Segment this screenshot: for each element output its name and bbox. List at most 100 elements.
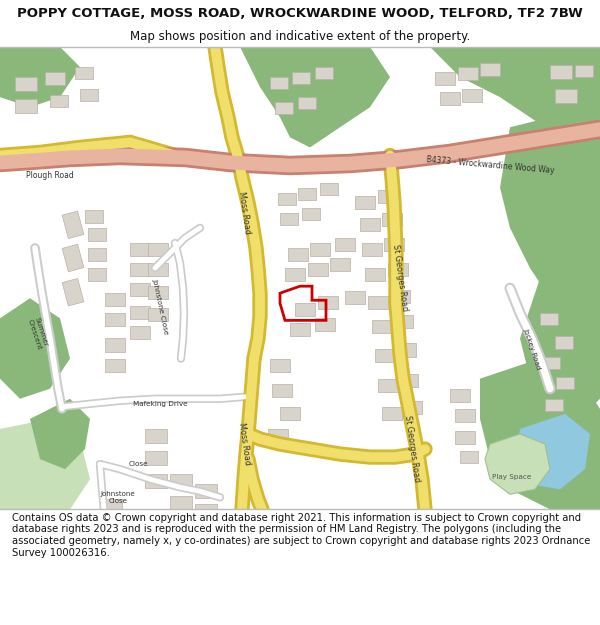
Polygon shape — [62, 279, 84, 306]
Polygon shape — [480, 63, 500, 76]
Polygon shape — [545, 399, 563, 411]
Polygon shape — [318, 296, 338, 309]
Polygon shape — [195, 484, 217, 498]
Text: Moss Road: Moss Road — [236, 191, 251, 234]
Polygon shape — [520, 248, 600, 419]
Polygon shape — [45, 72, 65, 85]
Polygon shape — [130, 326, 150, 339]
Text: Play Space: Play Space — [493, 474, 532, 480]
Text: Mafeking Drive: Mafeking Drive — [133, 401, 187, 407]
Text: Map shows position and indicative extent of the property.: Map shows position and indicative extent… — [130, 30, 470, 43]
Polygon shape — [278, 192, 296, 205]
Polygon shape — [290, 323, 310, 336]
Polygon shape — [170, 496, 192, 511]
Polygon shape — [390, 290, 410, 303]
Polygon shape — [540, 313, 558, 326]
Text: St Georges Road: St Georges Road — [403, 415, 421, 483]
Polygon shape — [15, 99, 37, 113]
Polygon shape — [375, 349, 395, 362]
Polygon shape — [378, 189, 398, 202]
Polygon shape — [105, 293, 125, 306]
Polygon shape — [75, 67, 93, 79]
Polygon shape — [130, 243, 150, 256]
Polygon shape — [384, 238, 404, 251]
Polygon shape — [100, 499, 122, 513]
Polygon shape — [382, 213, 402, 226]
Polygon shape — [298, 188, 316, 200]
Text: Plough Road: Plough Road — [26, 171, 74, 180]
Polygon shape — [295, 303, 315, 316]
Polygon shape — [335, 238, 355, 251]
Polygon shape — [542, 356, 560, 369]
Polygon shape — [362, 243, 382, 256]
Polygon shape — [550, 65, 572, 79]
Text: B4373 - Wrockwardine Wood Way: B4373 - Wrockwardine Wood Way — [425, 156, 554, 176]
Polygon shape — [310, 243, 330, 256]
Polygon shape — [195, 504, 217, 518]
Polygon shape — [378, 379, 398, 392]
Polygon shape — [308, 263, 328, 276]
Text: Contains OS data © Crown copyright and database right 2021. This information is : Contains OS data © Crown copyright and d… — [12, 513, 590, 558]
Polygon shape — [330, 258, 350, 271]
Polygon shape — [396, 344, 416, 356]
Text: Johnstone
Close: Johnstone Close — [101, 491, 136, 504]
Polygon shape — [288, 248, 308, 261]
Polygon shape — [30, 399, 90, 469]
Polygon shape — [455, 431, 475, 444]
Polygon shape — [130, 263, 150, 276]
Polygon shape — [315, 318, 335, 331]
Polygon shape — [515, 414, 590, 489]
Polygon shape — [460, 451, 478, 463]
Polygon shape — [268, 429, 288, 442]
Polygon shape — [88, 228, 106, 241]
Polygon shape — [355, 196, 375, 209]
Polygon shape — [145, 474, 167, 488]
Polygon shape — [85, 210, 103, 223]
Text: St Georges Road: St Georges Road — [391, 244, 409, 312]
Polygon shape — [500, 107, 600, 308]
Polygon shape — [148, 308, 168, 321]
Polygon shape — [148, 243, 168, 256]
Text: Moss Road: Moss Road — [236, 422, 251, 466]
Polygon shape — [0, 298, 70, 399]
Text: POPPY COTTAGE, MOSS ROAD, WROCKWARDINE WOOD, TELFORD, TF2 7BW: POPPY COTTAGE, MOSS ROAD, WROCKWARDINE W… — [17, 7, 583, 19]
Polygon shape — [0, 47, 80, 108]
Polygon shape — [105, 339, 125, 351]
Polygon shape — [240, 47, 390, 148]
Polygon shape — [485, 434, 550, 494]
Polygon shape — [105, 313, 125, 326]
Polygon shape — [302, 208, 320, 220]
Polygon shape — [275, 102, 293, 114]
Polygon shape — [292, 72, 310, 84]
Text: Jockey Road: Jockey Road — [523, 327, 542, 370]
Polygon shape — [575, 65, 593, 77]
Polygon shape — [435, 72, 455, 85]
Polygon shape — [320, 182, 338, 194]
Polygon shape — [88, 248, 106, 261]
Polygon shape — [105, 359, 125, 372]
Polygon shape — [458, 67, 478, 80]
Polygon shape — [555, 336, 573, 349]
Polygon shape — [170, 474, 192, 488]
Polygon shape — [430, 47, 600, 148]
Polygon shape — [62, 211, 84, 239]
Polygon shape — [285, 268, 305, 281]
Polygon shape — [345, 291, 365, 304]
Polygon shape — [145, 429, 167, 443]
Polygon shape — [556, 377, 574, 389]
Polygon shape — [298, 97, 316, 109]
Polygon shape — [130, 283, 150, 296]
Polygon shape — [0, 419, 90, 509]
Polygon shape — [15, 77, 37, 91]
Polygon shape — [372, 321, 392, 333]
Polygon shape — [50, 95, 68, 108]
Polygon shape — [365, 268, 385, 281]
Polygon shape — [360, 217, 380, 231]
Polygon shape — [455, 409, 475, 422]
Text: Summer
Crescent: Summer Crescent — [27, 316, 49, 351]
Polygon shape — [148, 286, 168, 299]
Polygon shape — [62, 244, 84, 272]
Polygon shape — [315, 67, 333, 79]
Polygon shape — [280, 407, 300, 420]
Polygon shape — [88, 268, 106, 281]
